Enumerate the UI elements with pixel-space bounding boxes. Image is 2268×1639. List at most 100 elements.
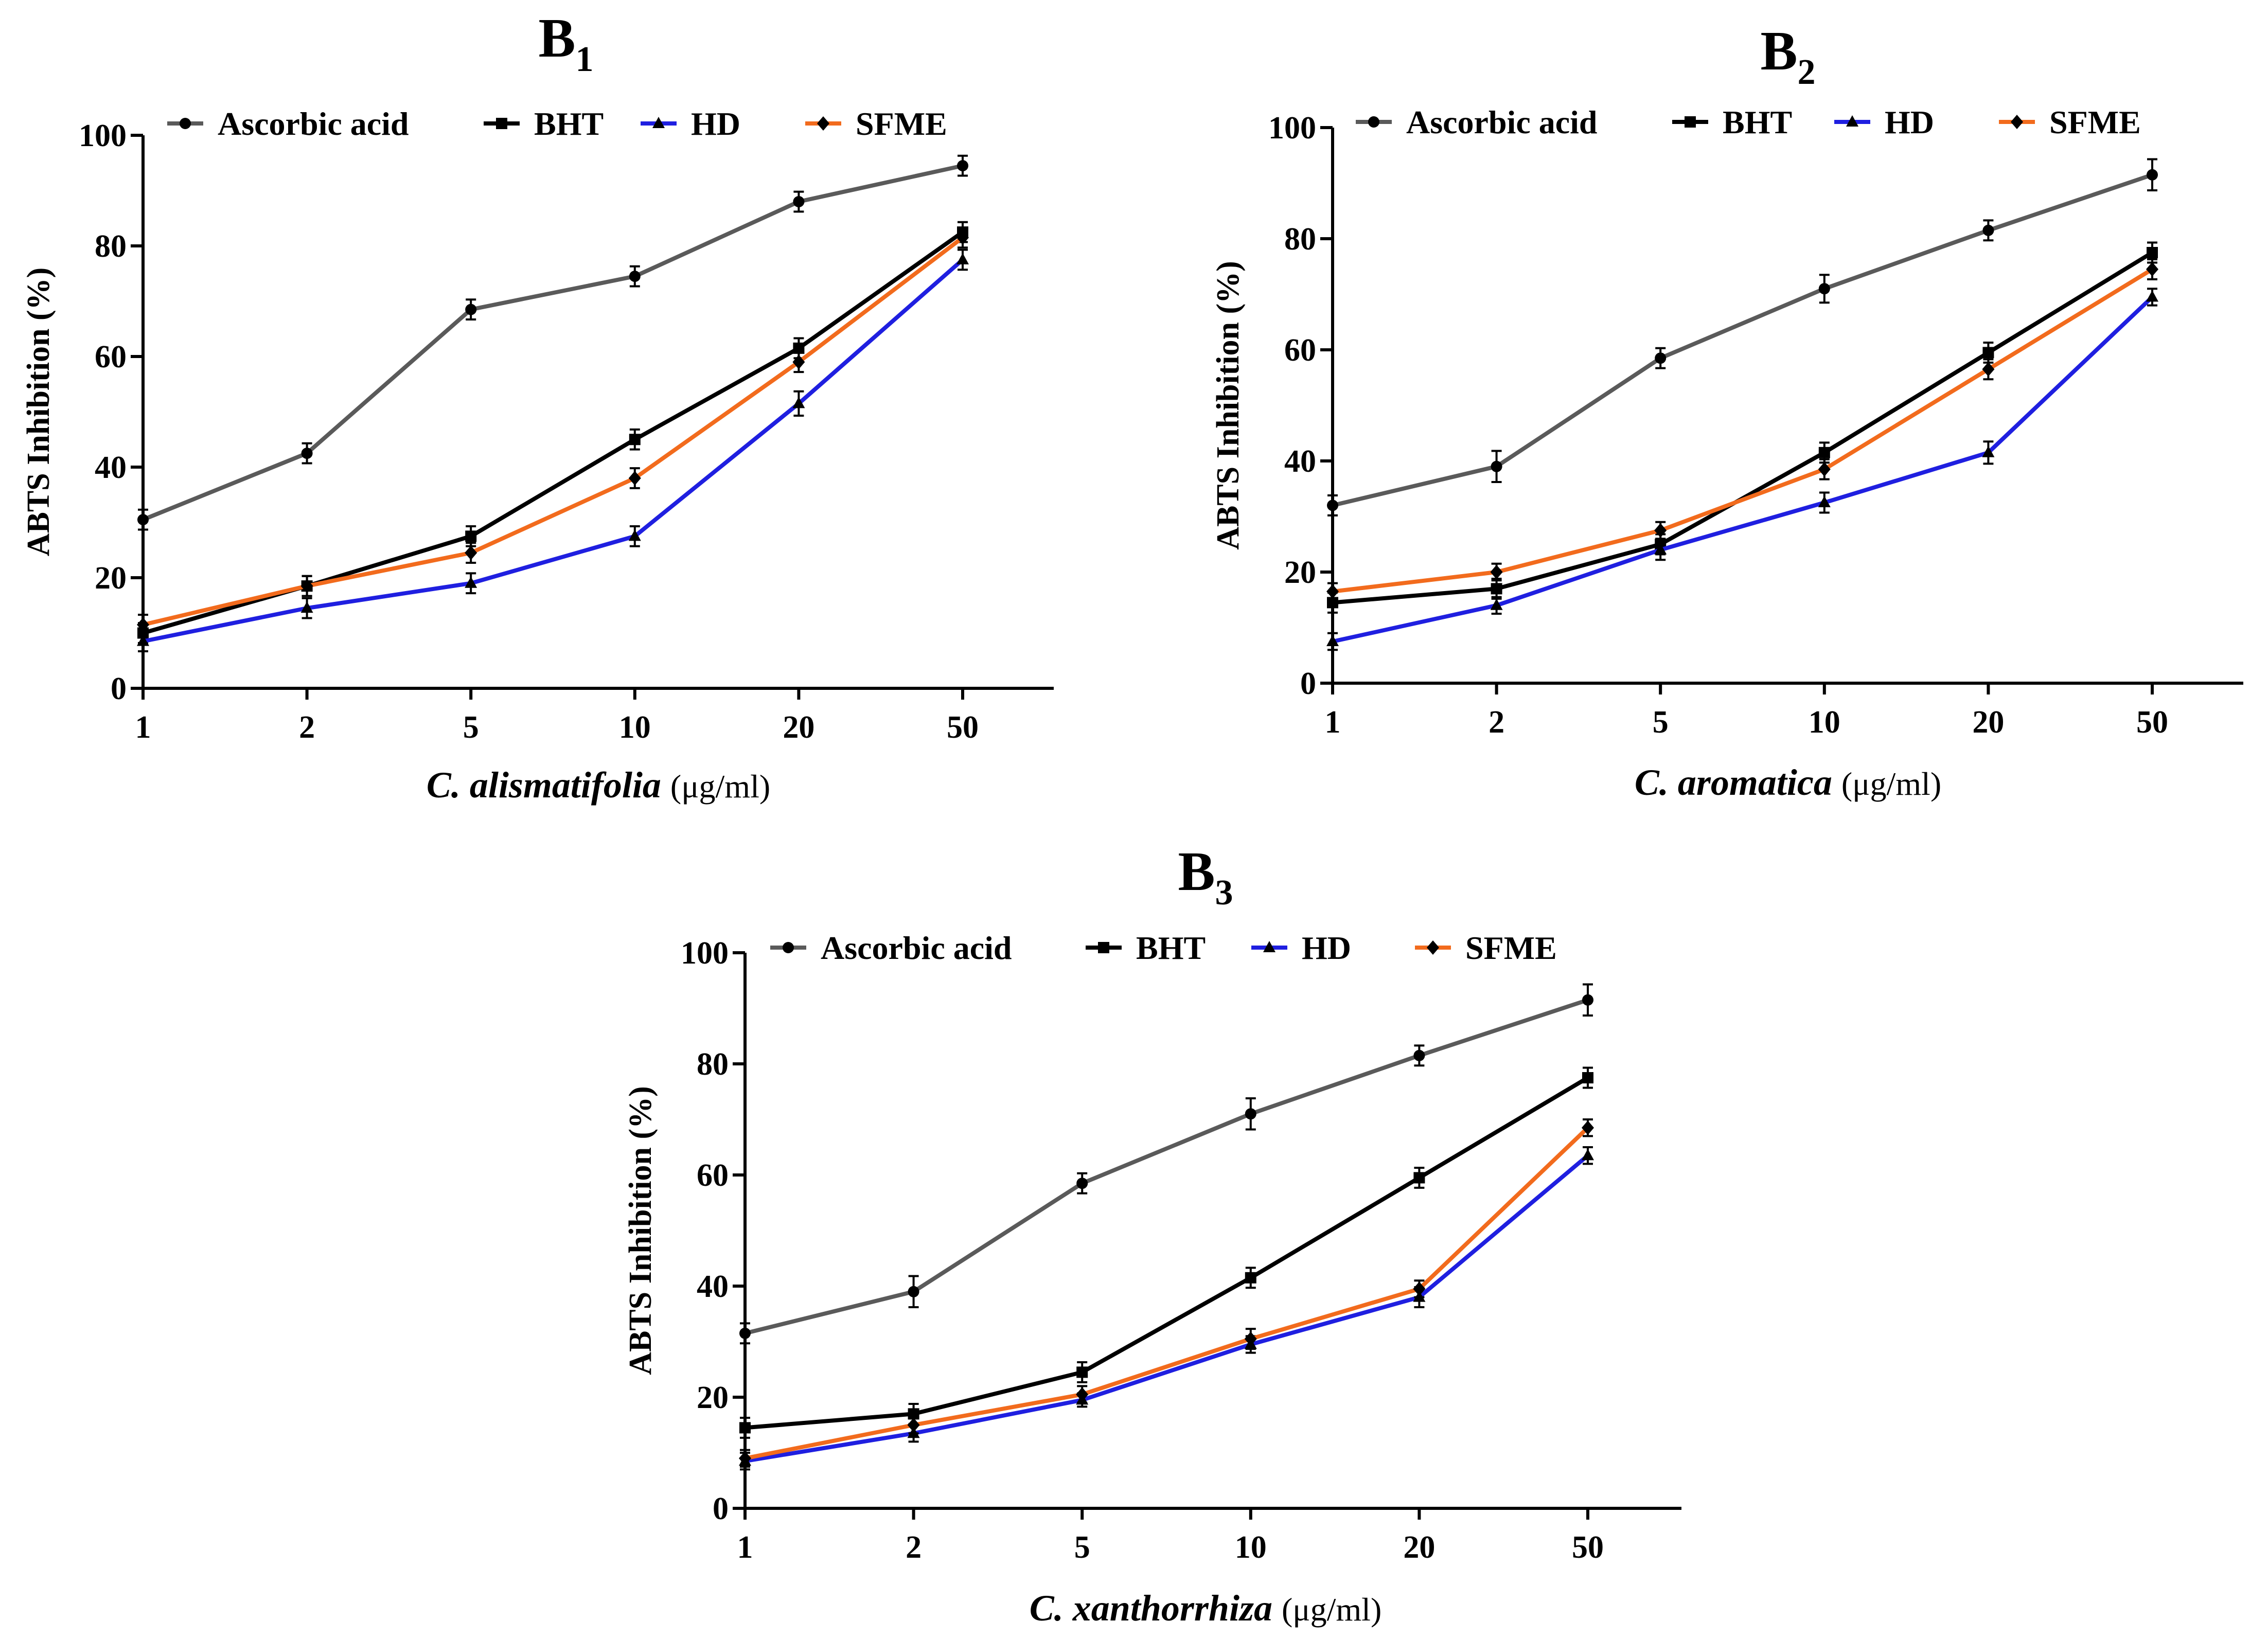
legend-item: BHT xyxy=(1672,104,1792,140)
x-axis-title-unit: (μg/ml) xyxy=(1841,765,1941,802)
series-line xyxy=(143,236,964,627)
y-tick-label: 60 xyxy=(95,340,127,375)
data-point xyxy=(1491,460,1502,472)
legend-swatch-marker xyxy=(180,118,191,129)
data-point xyxy=(792,354,805,369)
chart-title-main: B xyxy=(1760,21,1797,82)
x-axis-title-unit: (μg/ml) xyxy=(670,768,770,805)
data-point xyxy=(1245,1108,1256,1120)
x-tick-label: 10 xyxy=(1809,705,1840,740)
x-tick-label: 50 xyxy=(1572,1530,1604,1565)
legend-item: SFME xyxy=(1999,104,2141,140)
y-tick-label: 20 xyxy=(95,561,127,596)
data-point xyxy=(1076,1178,1088,1189)
data-point xyxy=(1818,496,1831,507)
series-ascorbic-acid xyxy=(739,983,1593,1345)
data-point xyxy=(956,230,969,245)
x-axis-title-unit: (μg/ml) xyxy=(1282,1591,1381,1628)
legend-swatch-marker xyxy=(496,118,507,129)
data-point xyxy=(1413,1172,1425,1184)
y-tick-label: 80 xyxy=(1284,222,1316,257)
series-line xyxy=(745,1126,1589,1460)
data-point xyxy=(1818,447,1830,458)
legend-label: SFME xyxy=(1465,930,1557,966)
data-point xyxy=(465,576,477,588)
x-tick-label: 10 xyxy=(619,710,651,745)
data-point xyxy=(908,1286,919,1297)
y-axis-title: ABTS Inhibition (%) xyxy=(1211,261,1246,550)
y-tick-label: 80 xyxy=(95,229,127,264)
x-tick-label: 50 xyxy=(947,710,979,745)
data-point xyxy=(1818,462,1831,477)
series-line xyxy=(1332,251,2154,605)
series-ascorbic-acid xyxy=(137,154,968,531)
series-bht xyxy=(137,221,968,644)
series-line xyxy=(745,998,1589,1335)
legend-label: SFME xyxy=(856,105,947,142)
data-point xyxy=(2146,290,2158,302)
y-tick-label: 100 xyxy=(1268,111,1316,146)
x-tick-label: 2 xyxy=(1489,705,1504,740)
x-tick-label: 1 xyxy=(1325,705,1341,740)
legend-item: BHT xyxy=(1086,930,1206,966)
chart-title: B1 xyxy=(538,8,593,79)
data-point xyxy=(793,342,805,354)
legend-swatch-marker xyxy=(1685,116,1696,128)
data-point xyxy=(1326,635,1339,646)
legend-label: BHT xyxy=(1136,930,1206,966)
y-tick-label: 0 xyxy=(1300,666,1316,701)
data-point xyxy=(1982,446,1995,457)
series-sfme xyxy=(739,1118,1594,1468)
data-point xyxy=(957,160,968,172)
y-tick-label: 80 xyxy=(697,1047,729,1082)
data-point xyxy=(793,196,805,207)
y-tick-label: 60 xyxy=(1284,333,1316,368)
data-point xyxy=(1982,224,1994,236)
data-point xyxy=(137,617,149,632)
y-axis-title: ABTS Inhibition (%) xyxy=(21,268,56,557)
legend-swatch-marker xyxy=(783,942,794,953)
data-point xyxy=(465,530,477,542)
y-tick-label: 0 xyxy=(713,1491,729,1526)
x-tick-label: 20 xyxy=(783,710,814,745)
y-tick-label: 20 xyxy=(1284,555,1316,590)
x-tick-label: 5 xyxy=(1653,705,1669,740)
data-point xyxy=(907,1418,920,1432)
x-tick-label: 1 xyxy=(737,1530,753,1565)
x-tick-label: 2 xyxy=(299,710,315,745)
data-point xyxy=(300,601,313,613)
data-point xyxy=(1076,1387,1089,1402)
series-line xyxy=(1332,267,2154,594)
x-tick-label: 1 xyxy=(135,710,151,745)
x-axis-title: C. alismatifolia (μg/ml) xyxy=(427,764,770,806)
chart-title-main: B xyxy=(1178,841,1215,902)
chart-panel-b3: B3 0 20 40 60 80 100 1 2 5 10 20 50 ABTS Inhibition (… xyxy=(623,841,1681,1629)
y-tick-label: 100 xyxy=(79,118,127,153)
data-point xyxy=(739,1451,751,1466)
legend-label: BHT xyxy=(1723,104,1792,140)
x-axis-title-name: C. aromatica xyxy=(1635,762,1841,803)
data-point xyxy=(1582,1072,1593,1083)
legend-swatch-marker xyxy=(1368,116,1379,128)
legend-swatch-marker xyxy=(2011,115,2023,129)
chart-title: B3 xyxy=(1178,841,1233,913)
data-point xyxy=(1245,1272,1256,1284)
data-point xyxy=(1490,598,1503,610)
data-point xyxy=(1076,1366,1088,1378)
series-line xyxy=(745,1076,1589,1430)
data-point xyxy=(1491,583,1502,595)
legend-label: Ascorbic acid xyxy=(821,930,1012,966)
chart-title-subscript: 2 xyxy=(1798,52,1816,92)
series-line xyxy=(143,258,964,644)
data-point xyxy=(739,1327,751,1339)
x-tick-label: 50 xyxy=(2136,705,2168,740)
legend-swatch-marker xyxy=(1263,941,1275,952)
chart-title-main: B xyxy=(538,8,575,69)
legend-swatch-marker xyxy=(1846,115,1858,127)
series-hd xyxy=(137,248,969,652)
data-point xyxy=(465,304,477,315)
x-tick-label: 5 xyxy=(463,710,479,745)
series-sfme xyxy=(1326,258,2158,601)
data-point xyxy=(1982,347,1994,359)
x-axis-title: C. aromatica (μg/ml) xyxy=(1635,762,1941,803)
